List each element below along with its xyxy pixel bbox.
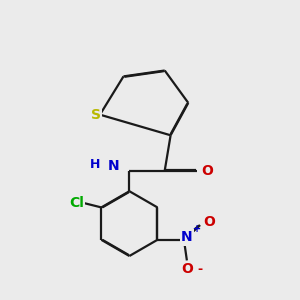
- Text: O: O: [202, 164, 213, 178]
- Text: N: N: [107, 159, 119, 173]
- Text: -: -: [198, 263, 203, 276]
- Text: +: +: [193, 224, 201, 234]
- Text: N: N: [181, 230, 193, 244]
- Text: H: H: [90, 158, 101, 171]
- Text: Cl: Cl: [69, 196, 84, 210]
- Text: O: O: [181, 262, 193, 276]
- Text: S: S: [91, 108, 100, 122]
- Text: O: O: [203, 215, 215, 229]
